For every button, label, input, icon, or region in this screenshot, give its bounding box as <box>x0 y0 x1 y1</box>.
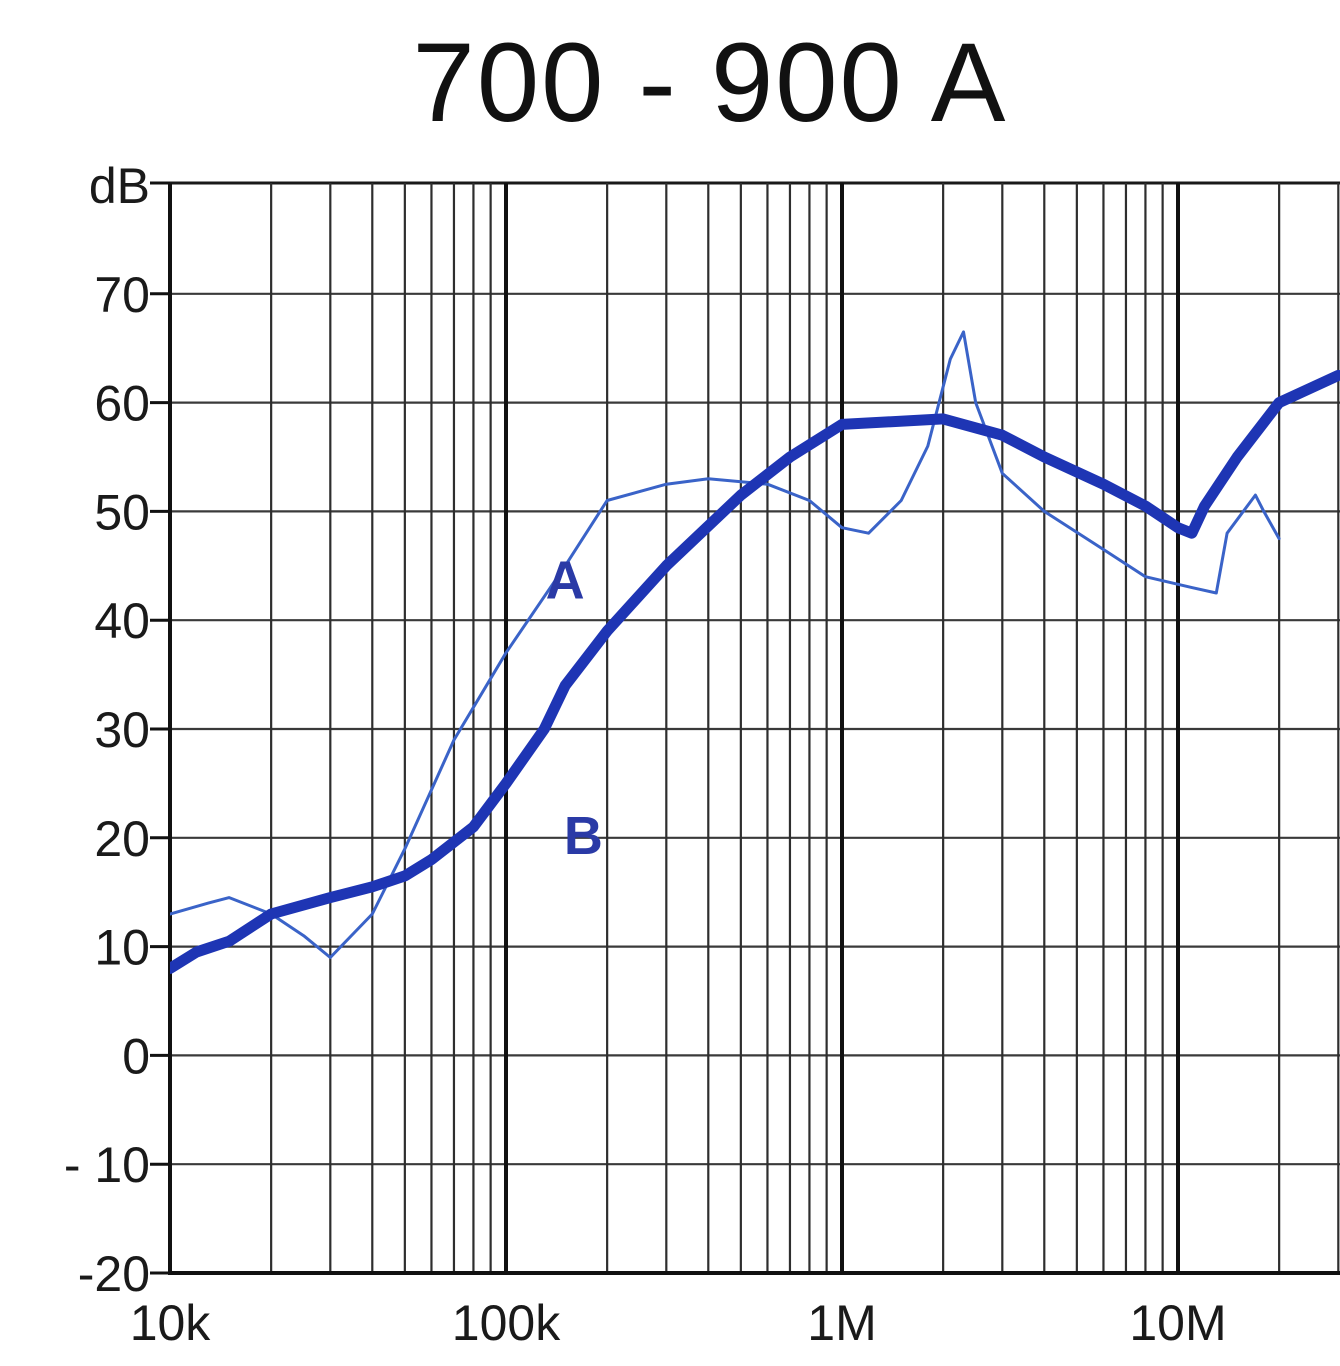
series-annotations: AB <box>546 550 603 866</box>
series-label-a: A <box>546 550 585 610</box>
y-tick-label: 10 <box>94 920 150 976</box>
y-tick-label: 0 <box>122 1028 150 1084</box>
series-label-b: B <box>564 806 603 866</box>
x-tick-label: 10k <box>130 1295 212 1351</box>
series-line-a <box>170 330 1281 959</box>
y-unit-label: dB <box>89 158 150 214</box>
grid-lines <box>168 181 1340 1275</box>
y-tick-label: 20 <box>94 811 150 867</box>
y-tick-label: 70 <box>94 267 150 323</box>
series-group <box>170 330 1340 974</box>
y-tick-label: 40 <box>94 593 150 649</box>
y-tick-label: -20 <box>78 1246 150 1302</box>
series-line-b <box>170 369 1340 974</box>
y-tick-label: 30 <box>94 702 150 758</box>
y-tick-label: 60 <box>94 376 150 432</box>
x-tick-label: 10M <box>1129 1295 1226 1351</box>
x-tick-label: 100k <box>452 1295 561 1351</box>
y-tick-label: - 10 <box>64 1137 150 1193</box>
x-tick-label: 1M <box>807 1295 876 1351</box>
y-tick-label: 50 <box>94 484 150 540</box>
chart-title: 700 - 900 A <box>412 20 1008 145</box>
